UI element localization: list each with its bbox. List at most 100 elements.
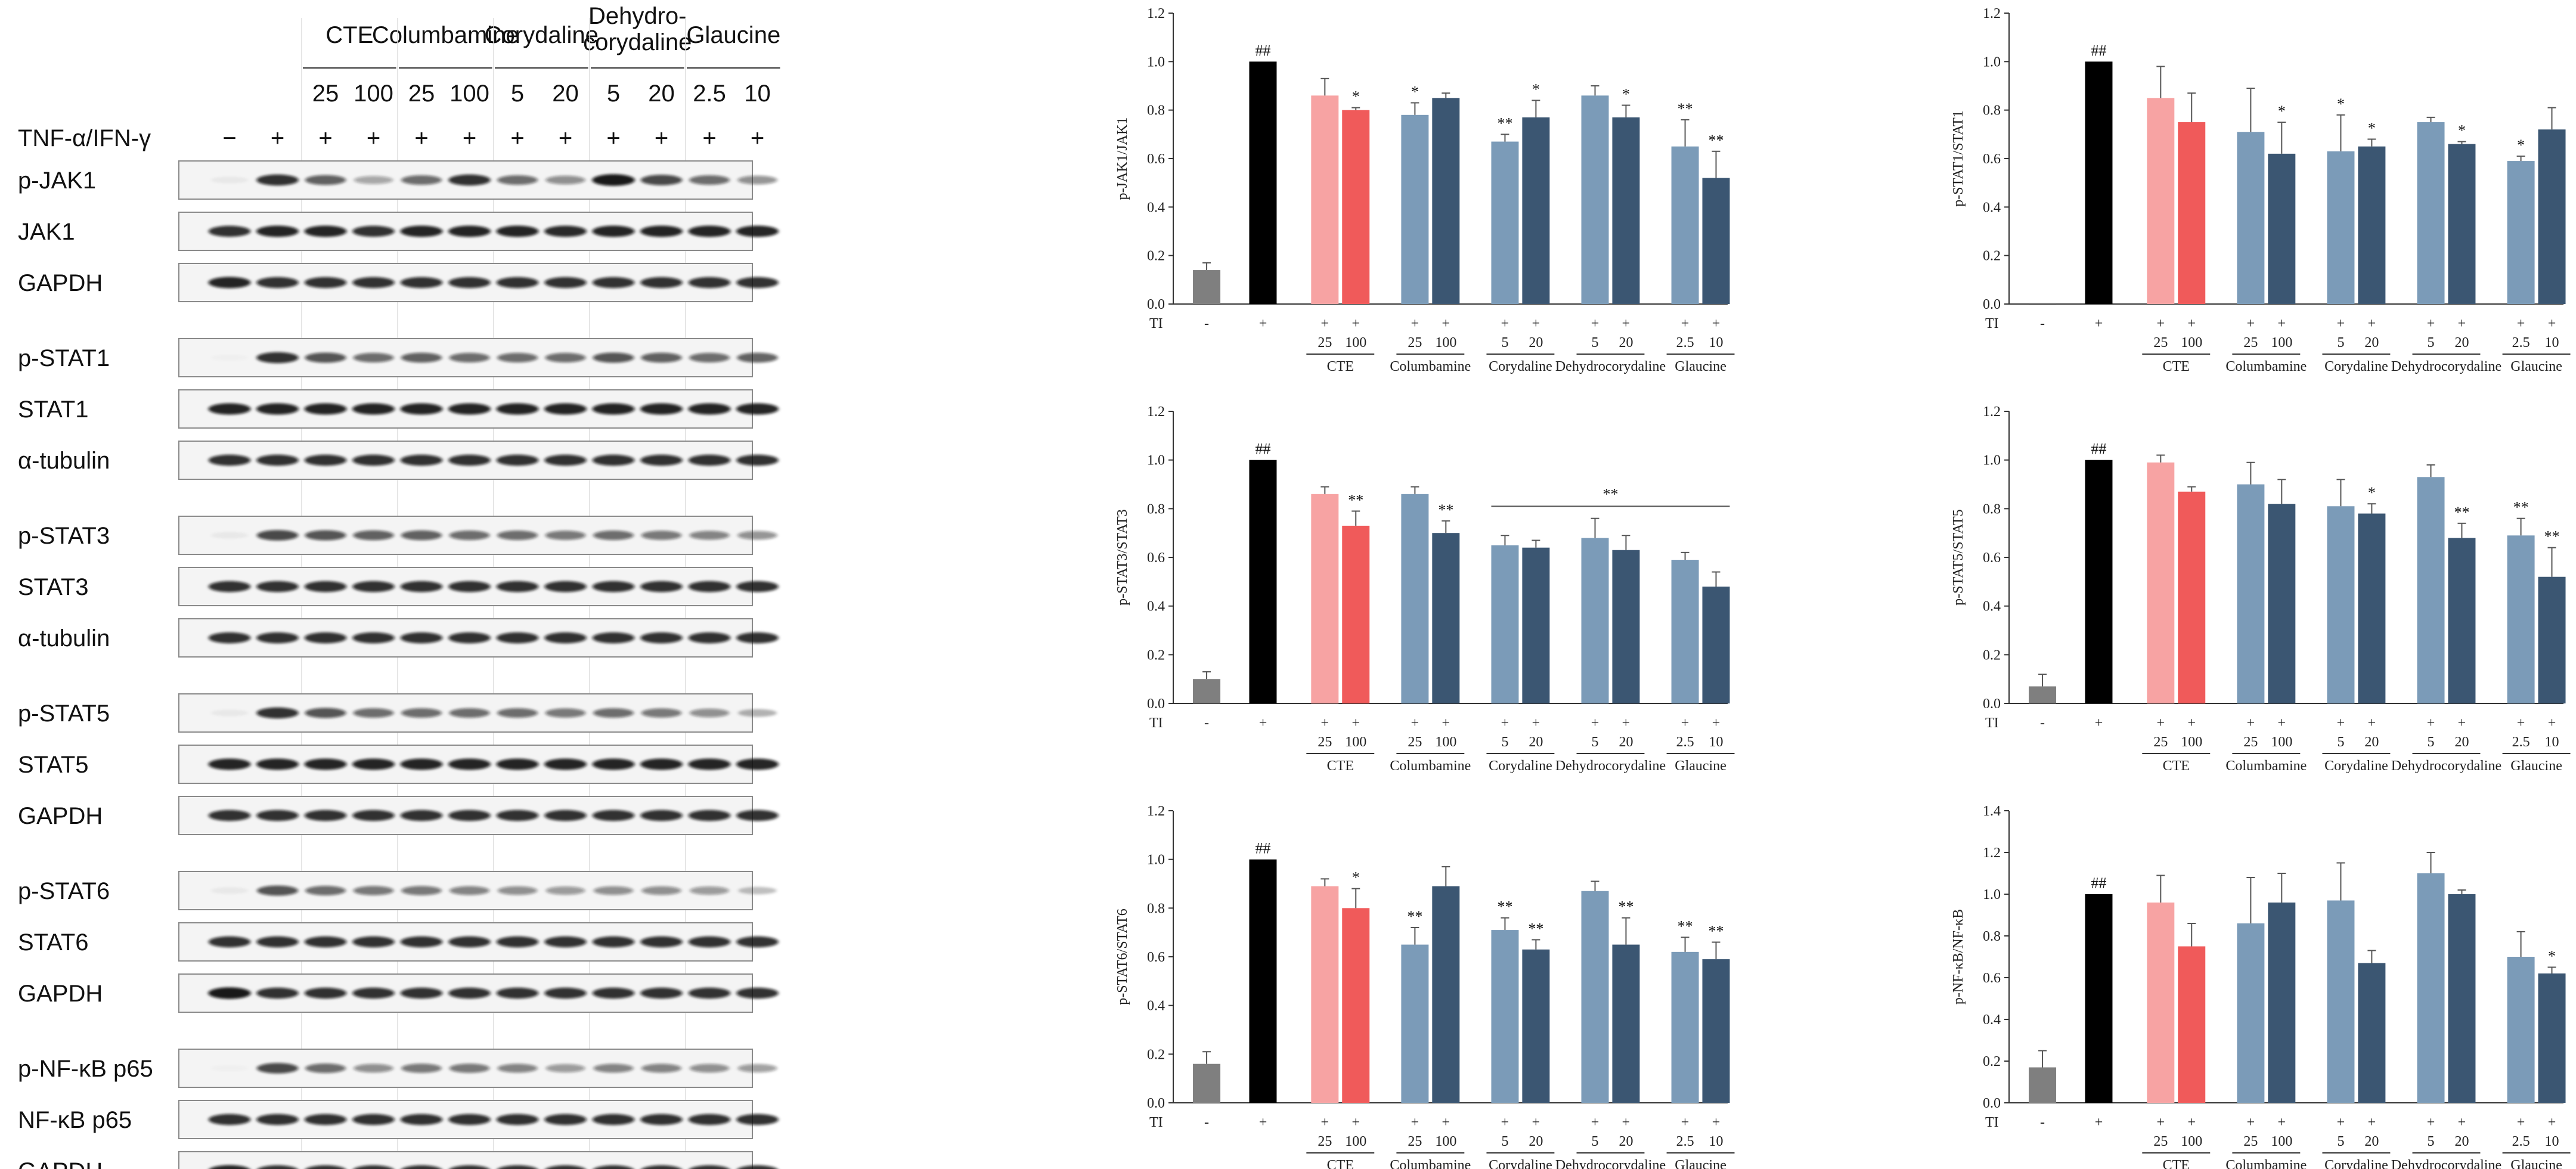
blot-group-name: Columbamine: [372, 22, 519, 48]
bar: [2538, 129, 2566, 304]
blot-band: [592, 225, 635, 237]
blot-band: [496, 277, 539, 289]
blot-band: [641, 352, 682, 363]
blot-band: [304, 758, 347, 770]
blot-band: [497, 353, 538, 362]
blot-dose-label: 5: [511, 80, 524, 107]
blot-band: [401, 708, 442, 718]
group-label: CTE: [2163, 359, 2190, 374]
blot-band: [352, 810, 395, 821]
blot-band: [256, 1114, 299, 1125]
blot-band: [544, 1114, 587, 1125]
blot-row-label: GAPDH: [18, 1158, 103, 1169]
group-label: Corydaline: [1489, 758, 1552, 774]
bar-dose-label: 25: [1408, 1134, 1422, 1149]
bar-dose-label: 10: [2545, 335, 2559, 351]
significance-marker: **: [1618, 898, 1633, 916]
bar-treatment-sign: +: [2247, 1115, 2255, 1130]
bar-treatment-sign: +: [2548, 715, 2556, 731]
bar-treatment-sign: +: [1442, 1115, 1450, 1130]
blot-band: [400, 810, 443, 821]
bar-treatment-sign: +: [1321, 1115, 1329, 1130]
blot-band: [400, 936, 443, 948]
blot-band: [592, 174, 635, 186]
blot-treatment-sign: −: [222, 125, 236, 151]
bar-treatment-sign: +: [2368, 715, 2376, 731]
blot-band: [448, 632, 491, 644]
blot-band: [496, 936, 539, 948]
group-label: Glaucine: [2510, 758, 2562, 774]
bar-treatment-sign: +: [2458, 316, 2466, 331]
blot-dose-label: 20: [552, 80, 579, 107]
blot-row-label: p-STAT5: [18, 700, 110, 727]
bar: [2358, 146, 2386, 304]
bar: [1342, 525, 1370, 703]
blot-band: [400, 403, 443, 415]
y-tick-label: 0.0: [1147, 696, 1165, 712]
significance-marker: *: [2368, 119, 2376, 137]
bar-treatment-sign: +: [2157, 1115, 2165, 1130]
group-label: Corydaline: [1489, 1158, 1552, 1169]
bar-treatment-sign: +: [1591, 316, 1599, 331]
bar: [2029, 302, 2057, 304]
blot-band: [256, 632, 299, 644]
bar-treatment-sign: +: [1622, 715, 1630, 731]
treatment-axis-label: TI: [1985, 1115, 1999, 1130]
group-label: Corydaline: [1489, 359, 1552, 374]
blot-band: [592, 936, 635, 948]
bar: [1311, 886, 1339, 1103]
blot-row-label: GAPDH: [18, 270, 103, 296]
y-tick-label: 1.2: [1983, 404, 2001, 420]
bar-treatment-sign: +: [2458, 715, 2466, 731]
bar-treatment-sign: +: [2247, 715, 2255, 731]
significance-marker: *: [1352, 88, 1360, 106]
blot-band: [448, 810, 491, 821]
blot-band: [736, 454, 779, 466]
blot-band: [305, 708, 346, 718]
blot-band: [496, 810, 539, 821]
bar-dose-label: 100: [2181, 734, 2202, 750]
blot-strip: NF-κB p65: [18, 1100, 779, 1139]
bar-dose-label: 20: [1529, 335, 1543, 351]
y-tick-label: 0.8: [1147, 103, 1165, 119]
bar-dose-label: 20: [1619, 335, 1633, 351]
blot-band: [688, 403, 731, 415]
blot-band: [544, 810, 587, 821]
blot-treatment-sign: +: [367, 125, 380, 151]
blot-band: [352, 454, 395, 466]
blot-row-label: STAT3: [18, 574, 89, 600]
blot-band: [448, 454, 491, 466]
blot-treatment-sign: +: [559, 125, 572, 151]
bar-treatment-sign: +: [2157, 715, 2165, 731]
blot-band: [352, 225, 395, 237]
y-tick-label: 0.2: [1983, 647, 2001, 663]
group-label: CTE: [1327, 758, 1354, 774]
blot-treatment-sign: +: [510, 125, 524, 151]
bar: [1612, 550, 1640, 703]
significance-marker: **: [1497, 898, 1512, 916]
bar: [2268, 903, 2296, 1103]
bar-dose-label: 2.5: [1676, 1134, 1694, 1149]
bar-treatment-sign: -: [1204, 1115, 1209, 1130]
bar-dose-label: 5: [2337, 335, 2344, 351]
blot-band: [544, 581, 587, 593]
blot-band: [209, 1165, 250, 1169]
blot-band: [545, 886, 585, 895]
blot-band: [448, 1114, 491, 1125]
bar: [1702, 959, 1730, 1103]
blot-band: [496, 225, 539, 237]
blot-row-label: GAPDH: [18, 981, 103, 1007]
bar-treatment-sign: +: [1321, 715, 1329, 731]
blot-band: [688, 936, 731, 948]
blot-band: [304, 1114, 347, 1125]
blot-band: [210, 176, 249, 184]
significance-marker: ##: [1255, 840, 1270, 857]
blot-dose-label: 10: [744, 80, 771, 107]
blot-strip: p-STAT1: [18, 338, 778, 377]
bar-dose-label: 20: [2454, 335, 2469, 351]
group-label: Columbamine: [2225, 1158, 2307, 1169]
bar-dose-label: 5: [2428, 335, 2435, 351]
bar-treatment-sign: +: [2427, 316, 2435, 331]
significance-marker: *: [2458, 122, 2466, 139]
blot-band: [353, 886, 394, 895]
